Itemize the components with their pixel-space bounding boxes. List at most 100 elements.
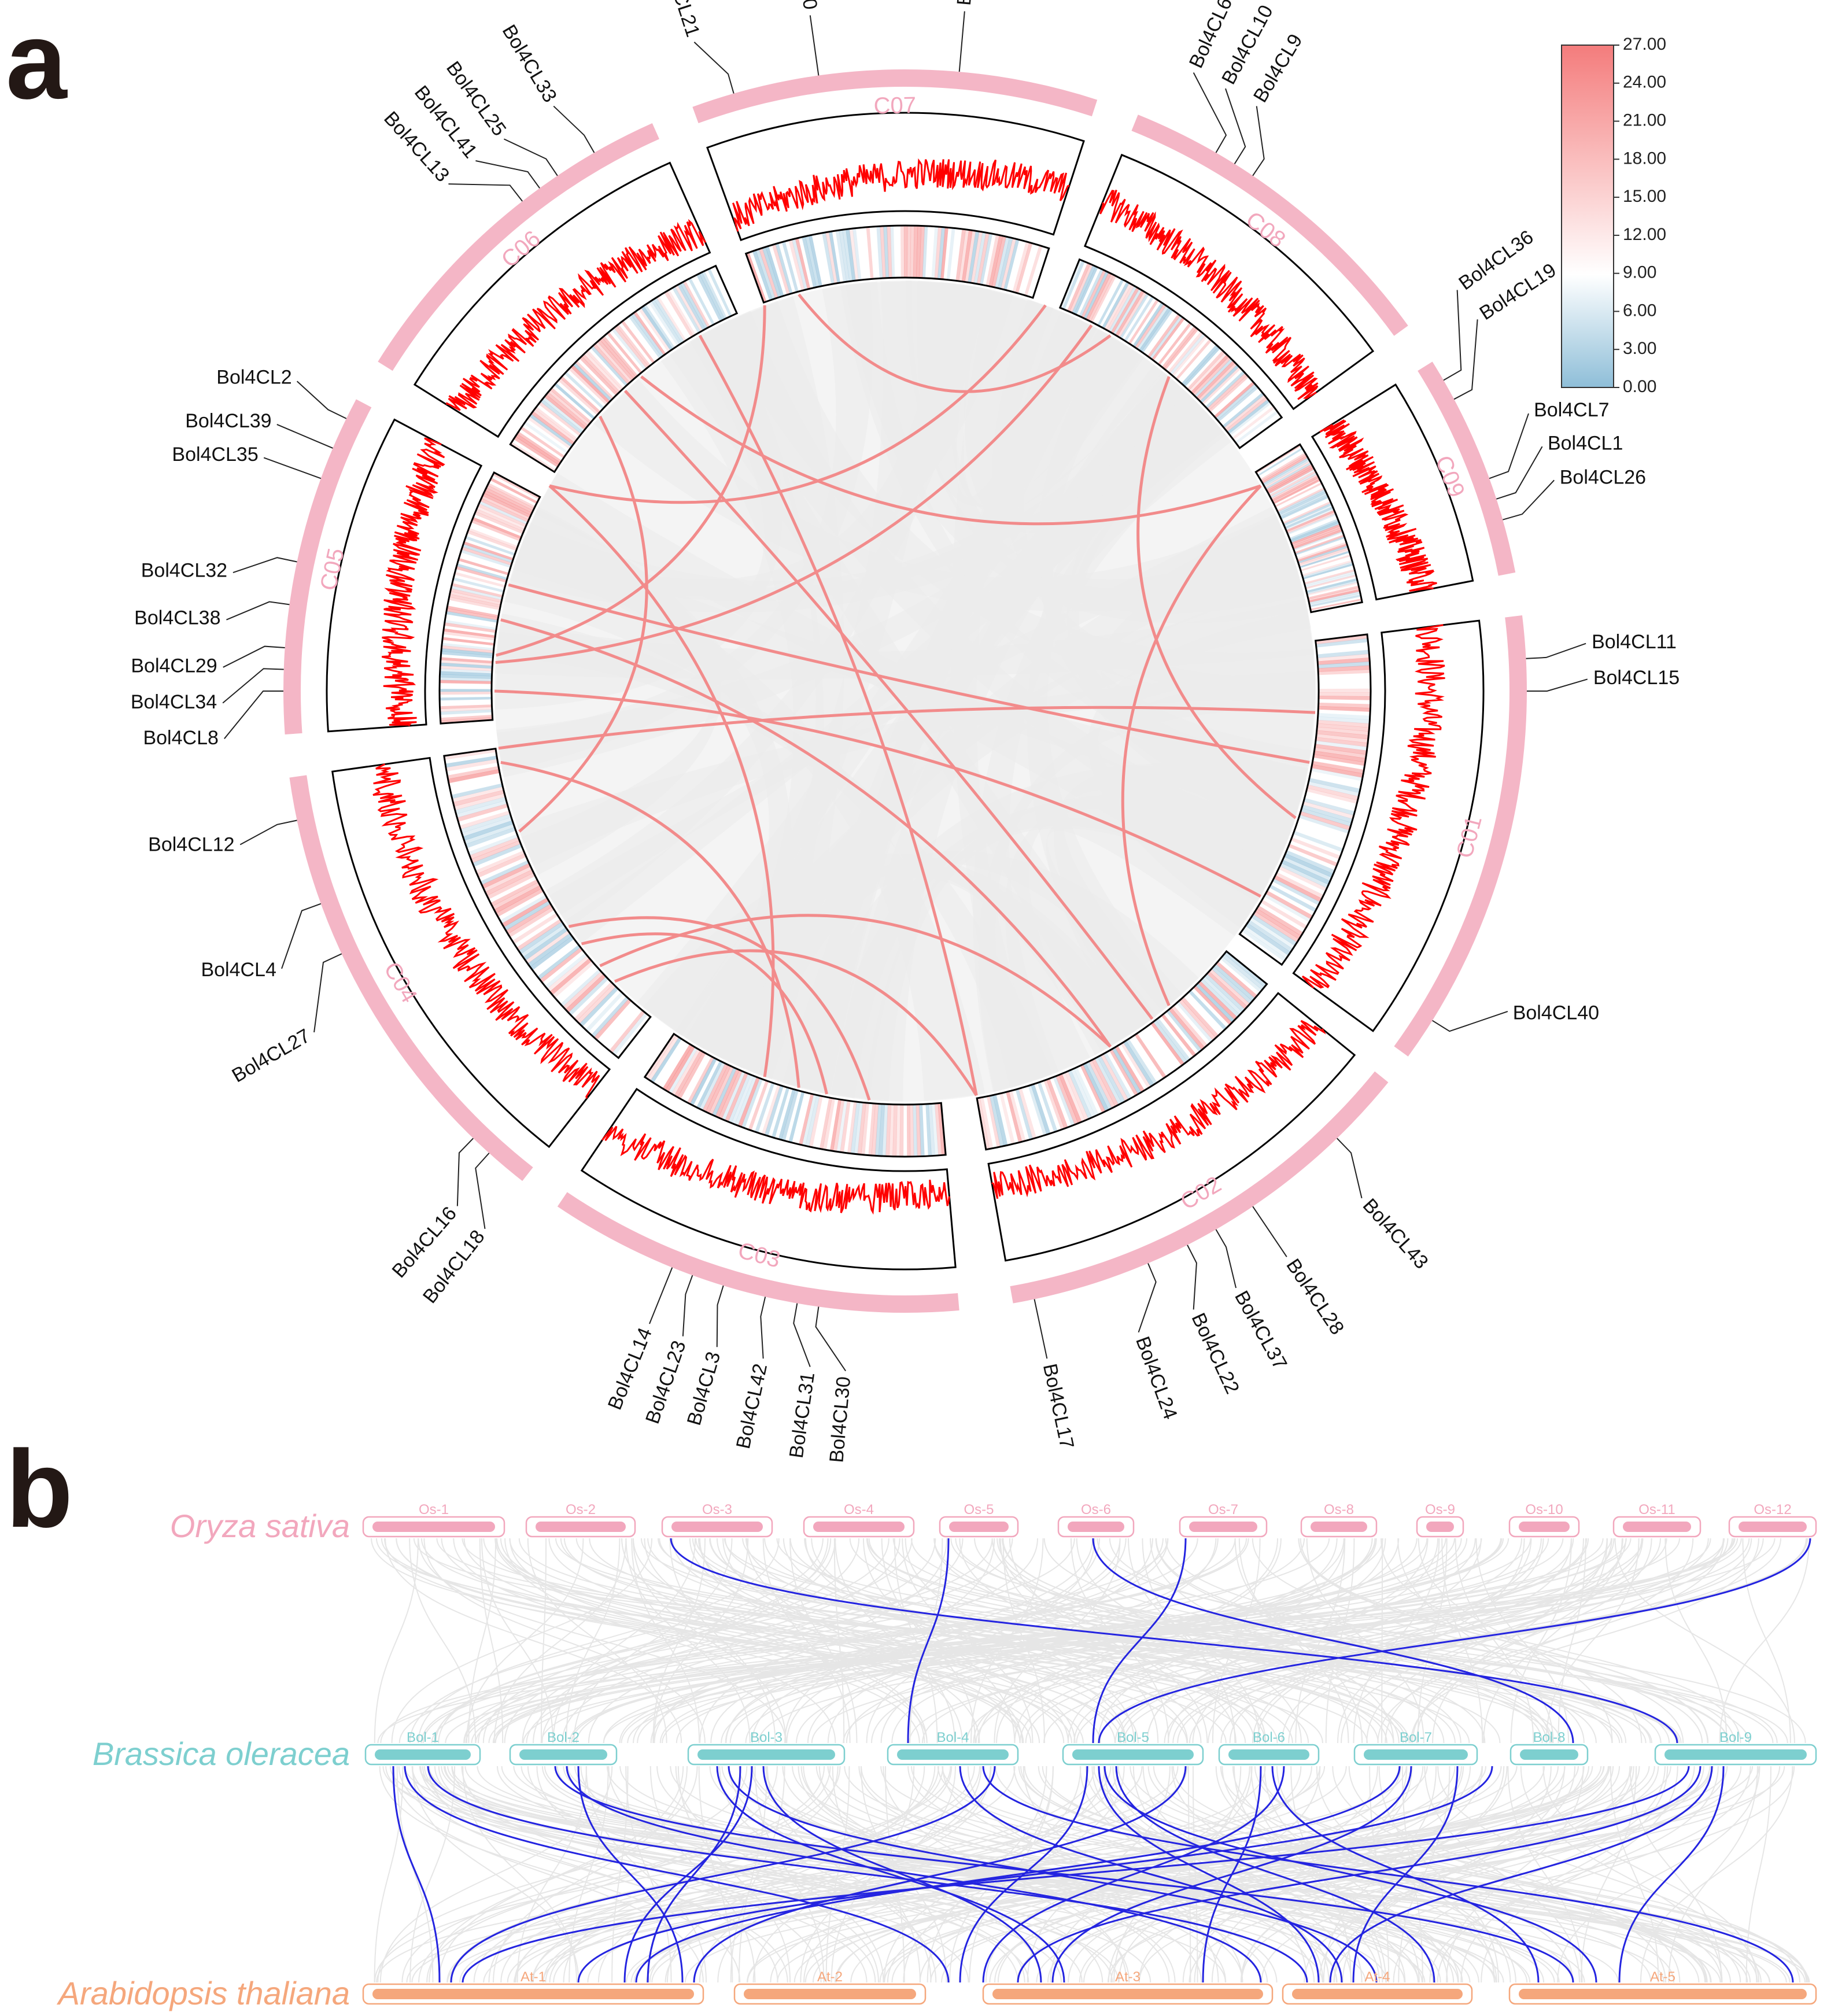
heatmap-cell	[440, 696, 492, 701]
heatmap-cell	[1304, 571, 1356, 586]
highlight-synteny-link	[635, 1766, 1401, 1983]
background-synteny-link	[1377, 1538, 1725, 1744]
heatmap-cell	[1312, 760, 1364, 774]
heatmap-cell	[1171, 335, 1208, 377]
background-synteny-link	[494, 1538, 1681, 1744]
heatmap-cell	[1309, 595, 1361, 608]
heatmap-cell	[677, 1051, 706, 1099]
heatmap-cell	[854, 1102, 863, 1154]
heatmap-cell	[440, 665, 493, 671]
heatmap-cell	[546, 392, 589, 428]
collinear-link	[549, 304, 1047, 504]
background-synteny-link	[441, 1538, 1040, 1744]
heatmap-cell	[940, 227, 949, 280]
heatmap-cell	[1193, 356, 1231, 396]
heatmap-cell	[1298, 814, 1350, 835]
heatmap-cell	[903, 1104, 907, 1157]
heatmap-cell	[1015, 242, 1034, 294]
heatmap-cell	[597, 339, 634, 381]
heatmap-cell	[832, 230, 844, 283]
heatmap-cell	[462, 544, 513, 563]
heatmap-cell	[1296, 821, 1348, 842]
background-synteny-link	[1610, 1766, 1659, 1983]
heatmap-cell	[527, 416, 572, 449]
gene-leader-line	[1215, 1229, 1237, 1288]
heatmap-cell	[1199, 978, 1240, 1018]
heatmap-cell	[565, 973, 606, 1013]
heatmap-cell	[471, 840, 521, 863]
background-synteny-link	[404, 1766, 1787, 1983]
gene-leader-line	[793, 1303, 811, 1367]
background-synteny-link	[1397, 1538, 1554, 1744]
gene-label: Bol4CL35	[172, 444, 258, 466]
background-synteny-link	[1043, 1538, 1724, 1744]
background-synteny-link	[608, 1766, 880, 1983]
gene-leader-line	[1187, 1245, 1197, 1310]
heatmap-cell	[1305, 573, 1356, 588]
heatmap-cell	[668, 1047, 698, 1094]
heatmap-cell	[1276, 486, 1324, 511]
heatmap-cell	[573, 981, 614, 1021]
gene-leader-line	[448, 183, 523, 202]
heatmap-cell	[468, 527, 518, 549]
gene-leader-line	[1503, 479, 1555, 520]
heatmap-cell	[752, 250, 773, 301]
heatmap-cell	[1040, 1080, 1061, 1131]
chromosome-name: Os-3	[702, 1502, 732, 1517]
gene-leader-line	[224, 691, 283, 739]
background-synteny-link	[804, 1766, 1671, 1983]
heatmap-cell	[630, 312, 665, 357]
background-synteny-link	[724, 1538, 1788, 1744]
collinear-link	[623, 390, 1154, 1020]
heatmap-cell	[1239, 931, 1285, 965]
heatmap-cell	[449, 776, 501, 791]
heatmap-cell	[1260, 452, 1306, 481]
heatmap-cell	[1117, 1044, 1148, 1091]
heatmap-cell	[1227, 399, 1270, 434]
gene-label: Bol4CL34	[131, 691, 217, 713]
heatmap-cell	[537, 944, 581, 980]
heatmap-cell	[1173, 1003, 1210, 1046]
legend-tick-label: 15.00	[1623, 187, 1666, 206]
heatmap-cell	[1286, 847, 1337, 871]
heatmap-cell	[450, 779, 503, 795]
heatmap-cell	[1153, 1020, 1188, 1064]
heatmap-cell	[1265, 462, 1312, 490]
heatmap-cell	[847, 1101, 857, 1154]
heatmap-cell	[444, 751, 497, 764]
collinear-link	[500, 760, 800, 1088]
heatmap-cell	[1065, 261, 1088, 311]
background-synteny-link	[649, 1766, 1267, 1983]
heatmap-cell	[542, 396, 585, 432]
background-synteny-link	[418, 1538, 787, 1744]
heatmap-cell	[441, 651, 493, 659]
heatmap-cell	[477, 505, 526, 530]
background-synteny-link	[542, 1766, 1112, 1983]
heatmap-cell	[699, 1062, 726, 1110]
heatmap-cell	[1215, 961, 1258, 999]
heatmap-cell	[1103, 1052, 1132, 1100]
heatmap-tracks	[438, 224, 1372, 1158]
heatmap-cell	[445, 616, 497, 628]
heatmap-cell	[480, 859, 530, 885]
heatmap-cell	[1279, 862, 1329, 888]
heatmap-cell	[460, 552, 511, 571]
heatmap-cell	[1220, 390, 1263, 426]
background-synteny-link	[1098, 1538, 1346, 1744]
heatmap-cell	[548, 389, 590, 426]
background-synteny-link	[1252, 1538, 1532, 1744]
gene-label: Bol4CL4	[201, 959, 276, 981]
heatmap-cell	[685, 279, 713, 327]
heatmap-cell	[1203, 368, 1243, 407]
background-synteny-link	[652, 1538, 706, 1744]
heatmap-cell	[447, 602, 500, 615]
heatmap-cell	[661, 292, 692, 339]
heatmap-cell	[606, 1007, 643, 1051]
heatmap-cell	[809, 1095, 823, 1147]
heatmap-cell	[556, 380, 597, 418]
species-rows: Oryza sativa Os-1 Os-2 Os-3 Os-4 Os-5 Os-6 Os-7…	[57, 1502, 1817, 2011]
heatmap-cell	[680, 1053, 709, 1101]
highlight-synteny-link	[1352, 1766, 1459, 1983]
chromosome-C02	[1010, 1071, 1389, 1304]
background-synteny-link	[504, 1538, 836, 1744]
